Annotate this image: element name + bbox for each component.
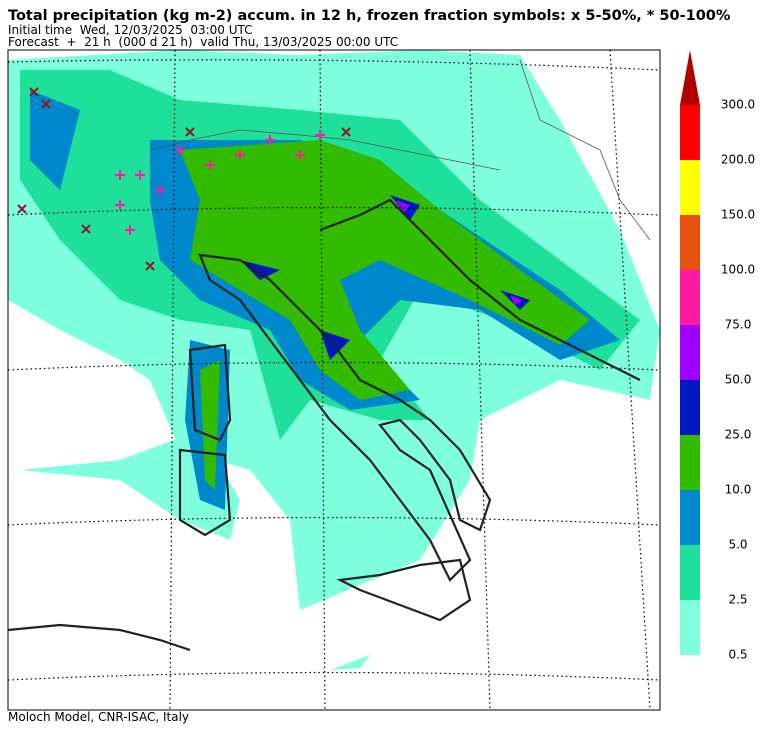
colorbar-segment <box>680 325 700 380</box>
precip-10 <box>180 140 590 490</box>
colorbar-segment <box>680 270 700 325</box>
colorbar-label: 25.0 <box>725 428 752 442</box>
colorbar-label: 10.0 <box>725 483 752 497</box>
frozen-star-symbols <box>115 130 325 235</box>
colorbar-label: 50.0 <box>725 373 752 387</box>
colorbar-label: 75.0 <box>725 318 752 332</box>
colorbar-label: 2.5 <box>728 593 747 607</box>
colorbar-label: 0.5 <box>728 648 747 662</box>
colorbar-segment <box>680 215 700 270</box>
colorbar-label: 5.0 <box>728 538 747 552</box>
colorbar-segment <box>680 435 700 490</box>
coastline <box>8 623 191 652</box>
precip-0.5 <box>330 655 370 670</box>
grid-line <box>8 59 660 681</box>
map-title: Total precipitation (kg m-2) accum. in 1… <box>8 8 731 24</box>
coastline <box>336 558 472 622</box>
map-area <box>8 50 660 710</box>
footer: Moloch Model, CNR-ISAC, Italy <box>8 710 190 724</box>
coastline <box>319 198 641 381</box>
colorbar-label: 150.0 <box>721 208 755 222</box>
precip-0.5 <box>20 430 240 540</box>
frozen-x-symbols <box>17 87 351 271</box>
colorbar-segment <box>680 600 700 655</box>
colorbar-segment <box>680 380 700 435</box>
colorbar-segment <box>680 545 700 600</box>
coastline <box>198 253 492 582</box>
colorbar-label: 300.0 <box>721 98 755 112</box>
colorbar-label: 200.0 <box>721 153 755 167</box>
forecast-time: Forecast + 21 h (000 d 21 h) valid Thu, … <box>8 35 399 49</box>
border <box>149 59 651 241</box>
initial-time: Initial time Wed, 12/03/2025 03:00 UTC <box>8 23 253 37</box>
map-frame <box>7 49 661 711</box>
colorbar-segment <box>680 490 700 545</box>
colorbar-segment <box>680 105 700 160</box>
colorbar-label: 100.0 <box>721 263 755 277</box>
colorbar-extend <box>680 50 700 105</box>
coastline <box>178 343 232 537</box>
colorbar-segment <box>680 160 700 215</box>
